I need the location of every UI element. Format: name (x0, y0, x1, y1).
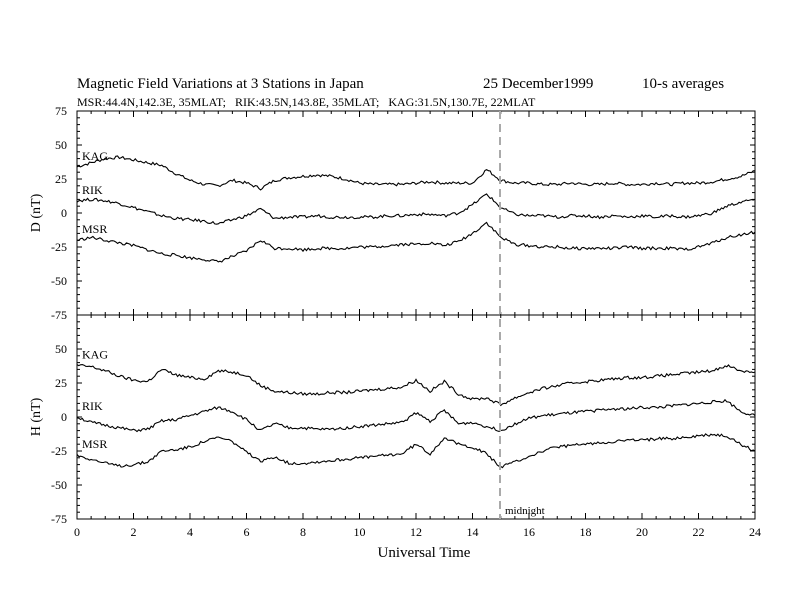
y-tick-label: -75 (51, 308, 67, 322)
midnight-label: midnight (505, 505, 545, 517)
chart-averaging: 10-s averages (642, 76, 724, 92)
chart-date: 25 December1999 (483, 76, 593, 92)
series-line-msr (76, 221, 756, 263)
x-tick-label: 16 (523, 525, 535, 539)
y-tick-label: 50 (55, 138, 67, 152)
series-label-kag: KAG (82, 149, 108, 163)
x-tick-label: 0 (74, 525, 80, 539)
y-tick-label: -25 (51, 240, 67, 254)
series-line-kag (76, 364, 756, 407)
x-tick-label: 14 (467, 525, 479, 539)
y-tick-label: 75 (55, 104, 67, 118)
x-tick-label: 2 (131, 525, 137, 539)
y-tick-label: 50 (55, 342, 67, 356)
x-tick-label: 12 (410, 525, 422, 539)
stations-subtitle: MSR:44.4N,142.3E, 35MLAT; RIK:43.5N,143.… (77, 95, 536, 109)
series-label-rik: RIK (82, 399, 103, 413)
x-axis-label: Universal Time (378, 545, 471, 561)
series-label-msr: MSR (82, 437, 107, 451)
declination-panel: -75 -50 -25 0 25 50 75 KAG RIK MSR (51, 104, 756, 322)
y-tick-label: 25 (55, 376, 67, 390)
series-line-kag (76, 155, 755, 191)
plot-frame (76, 110, 756, 316)
y-tick-label: -25 (51, 444, 67, 458)
h-axis-label: H (nT) (29, 397, 44, 436)
y-tick-label: 0 (61, 206, 67, 220)
series-line-msr (76, 433, 756, 469)
x-tick-label: 4 (187, 525, 193, 539)
x-tick-label: 6 (244, 525, 250, 539)
series-label-msr: MSR (82, 222, 107, 236)
y-tick-label: 0 (61, 410, 67, 424)
y-tick-label: -50 (51, 478, 67, 492)
x-tick-label: 22 (693, 525, 705, 539)
series-line-rik (76, 193, 756, 225)
chart-title: Magnetic Field Variations at 3 Stations … (77, 76, 364, 92)
series-label-rik: RIK (82, 183, 103, 197)
x-tick-label: 10 (354, 525, 366, 539)
y-tick-label: 25 (55, 172, 67, 186)
series-line-rik (76, 398, 756, 433)
x-tick-label: 24 (749, 525, 761, 539)
y-tick-label: -75 (51, 512, 67, 526)
plot-frame (76, 314, 756, 520)
series-label-kag: KAG (82, 347, 108, 361)
y-tick-label: -50 (51, 274, 67, 288)
x-tick-label: 8 (300, 525, 306, 539)
d-axis-label: D (nT) (29, 193, 44, 232)
x-tick-label: 18 (580, 525, 592, 539)
x-tick-label: 20 (636, 525, 648, 539)
